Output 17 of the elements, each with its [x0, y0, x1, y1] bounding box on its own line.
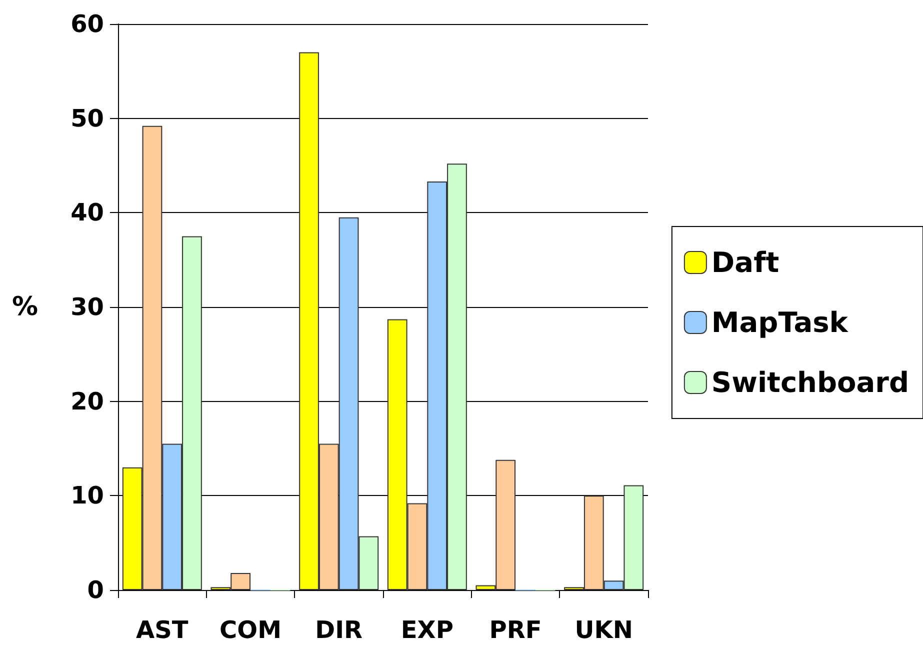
x-tick-label: DIR — [315, 616, 363, 644]
y-tick-label: 10 — [70, 482, 104, 510]
y-tick-label: 50 — [70, 104, 104, 132]
y-tick-label: 30 — [70, 293, 104, 321]
y-tick-label: 60 — [70, 10, 104, 38]
x-tick-label: COM — [220, 616, 282, 644]
y-tick-label: 0 — [87, 576, 104, 604]
x-tick-label: AST — [136, 616, 189, 644]
x-tick-label: UKN — [574, 616, 633, 644]
x-tick-label: PRF — [489, 616, 542, 644]
legend-label: MapTask — [711, 306, 850, 339]
legend-label: Daft — [711, 246, 780, 279]
y-axis-title: % — [12, 292, 38, 322]
y-tick-label: 20 — [70, 387, 104, 416]
y-tick-label: 40 — [70, 198, 104, 227]
x-tick-label: EXP — [400, 616, 454, 644]
legend-label: Switchboard — [711, 366, 910, 399]
